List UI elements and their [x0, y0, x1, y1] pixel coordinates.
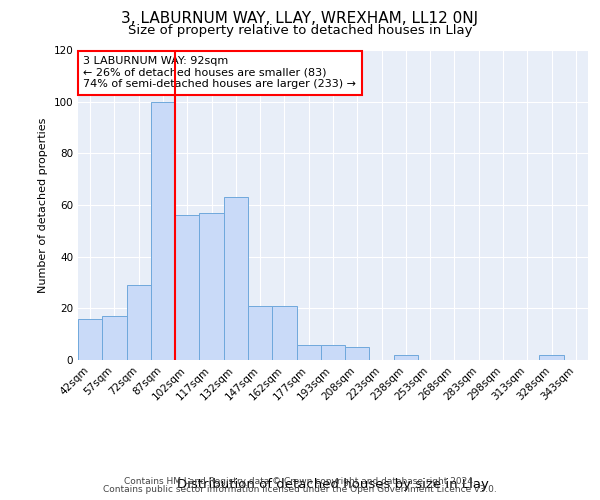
Y-axis label: Number of detached properties: Number of detached properties	[38, 118, 48, 292]
Text: Size of property relative to detached houses in Llay: Size of property relative to detached ho…	[128, 24, 472, 37]
Bar	[78, 318, 102, 360]
Text: 3 LABURNUM WAY: 92sqm
← 26% of detached houses are smaller (83)
74% of semi-deta: 3 LABURNUM WAY: 92sqm ← 26% of detached …	[83, 56, 356, 90]
Bar	[321, 344, 345, 360]
Bar	[272, 306, 296, 360]
Bar	[151, 102, 175, 360]
Bar	[296, 344, 321, 360]
Bar	[539, 355, 564, 360]
Bar	[127, 285, 151, 360]
Bar	[224, 197, 248, 360]
Text: Contains HM Land Registry data © Crown copyright and database right 2024.: Contains HM Land Registry data © Crown c…	[124, 477, 476, 486]
Text: 3, LABURNUM WAY, LLAY, WREXHAM, LL12 0NJ: 3, LABURNUM WAY, LLAY, WREXHAM, LL12 0NJ	[121, 12, 479, 26]
Bar	[345, 347, 370, 360]
X-axis label: Distribution of detached houses by size in Llay: Distribution of detached houses by size …	[177, 478, 489, 491]
Bar	[175, 216, 199, 360]
Bar	[248, 306, 272, 360]
Bar	[394, 355, 418, 360]
Bar	[199, 213, 224, 360]
Bar	[102, 316, 127, 360]
Text: Contains public sector information licensed under the Open Government Licence v3: Contains public sector information licen…	[103, 485, 497, 494]
